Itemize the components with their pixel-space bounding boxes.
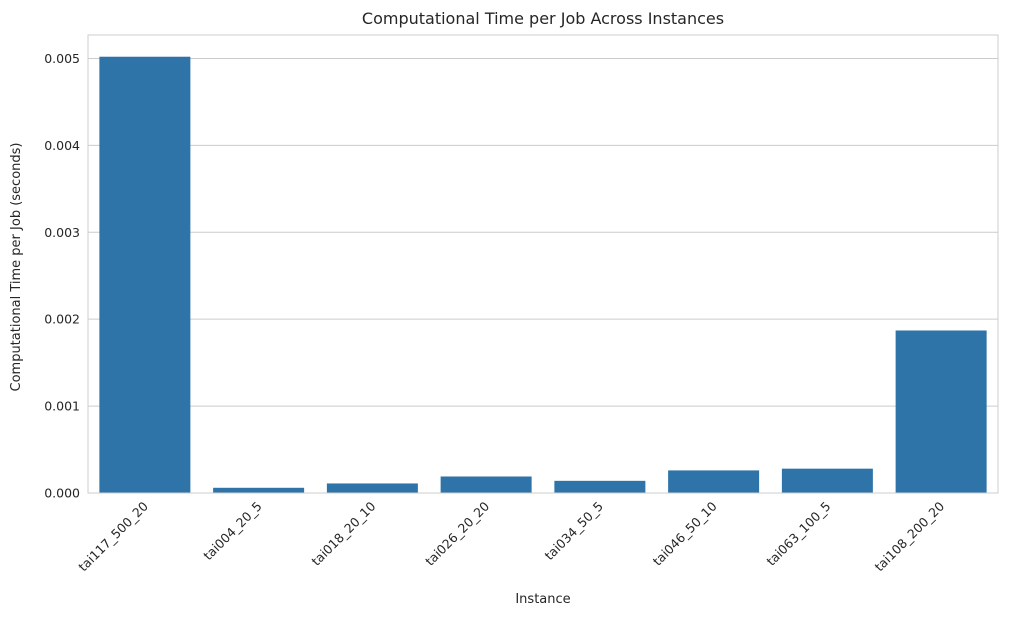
y-tick-label: 0.003 [44,225,80,240]
bar-tai034_50_5 [554,480,646,493]
grid-layer [88,57,998,494]
y-axis-label: Computational Time per Job (seconds) [9,143,24,392]
y-tick-label: 0.004 [44,138,80,153]
x-tick-label: tai108_200_20 [871,498,947,574]
x-tick-label: tai063_100_5 [763,499,833,569]
axes-spines [87,34,999,494]
y-tick-label: 0.000 [44,486,80,501]
x-tick-label: tai117_500_20 [75,498,151,574]
x-tick-label: tai034_50_5 [541,499,606,564]
bar-tai026_20_20 [440,476,532,493]
chart-title: Computational Time per Job Across Instan… [362,9,724,28]
bar-tai063_100_5 [781,468,873,493]
x-tick-labels: tai117_500_20 tai004_20_5 tai018_20_10 tai0… [75,498,947,574]
bar-tai108_200_20 [895,330,987,493]
y-tick-label: 0.002 [44,312,80,327]
x-tick-label: tai026_20_20 [422,498,492,568]
bars-layer [99,56,987,494]
x-tick-label: tai018_20_10 [308,498,378,568]
bar-tai004_20_5 [213,487,305,493]
x-tick-label: tai046_50_10 [650,498,720,568]
x-tick-label: tai004_20_5 [200,499,265,564]
bar-tai018_20_10 [326,483,418,493]
plot-frame [87,34,999,494]
y-tick-label: 0.005 [44,51,80,66]
bar-tai117_500_20 [99,56,191,494]
y-tick-label: 0.001 [44,399,80,414]
bar-tai046_50_10 [668,470,760,493]
x-axis-label: Instance [515,592,570,607]
y-tick-labels: 0.000 0.001 0.002 0.003 0.004 0.005 [44,51,80,501]
